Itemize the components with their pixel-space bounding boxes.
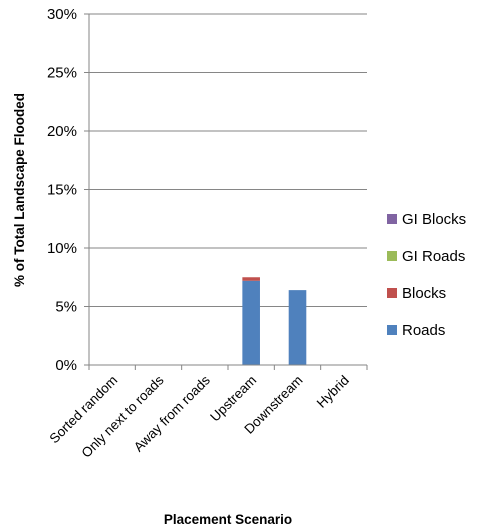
bar-segment [242,280,260,365]
legend-label: GI Roads [402,248,465,265]
y-tick-label: 5% [55,299,77,316]
legend-swatch [387,288,397,298]
x-tick-label: Only next to roads [79,372,167,460]
gridlines [84,13,368,370]
y-tick-label: 10% [47,240,77,257]
bars [242,277,307,365]
y-axis-title: % of Total Landscape Flooded [12,93,27,287]
x-axis-title: Placement Scenario [164,512,292,527]
legend-label: Blocks [402,285,446,302]
legend: GI Blocks GI Roads Blocks Roads [387,211,466,339]
y-tick-label: 15% [47,182,77,199]
y-tick-label: 0% [55,357,77,374]
legend-label: GI Blocks [402,211,466,228]
y-tick-label: 30% [47,6,77,23]
legend-label: Roads [402,322,445,339]
x-tick-label: Hybrid [314,373,352,411]
legend-swatch [387,214,397,224]
y-tick-labels: 0% 5% 10% 15% 20% 25% 30% [47,6,77,374]
legend-swatch [387,251,397,261]
bar-segment [242,277,260,281]
legend-swatch [387,325,397,335]
y-tick-label: 20% [47,123,77,140]
y-tick-label: 25% [47,65,77,82]
bar-segment [288,290,307,365]
